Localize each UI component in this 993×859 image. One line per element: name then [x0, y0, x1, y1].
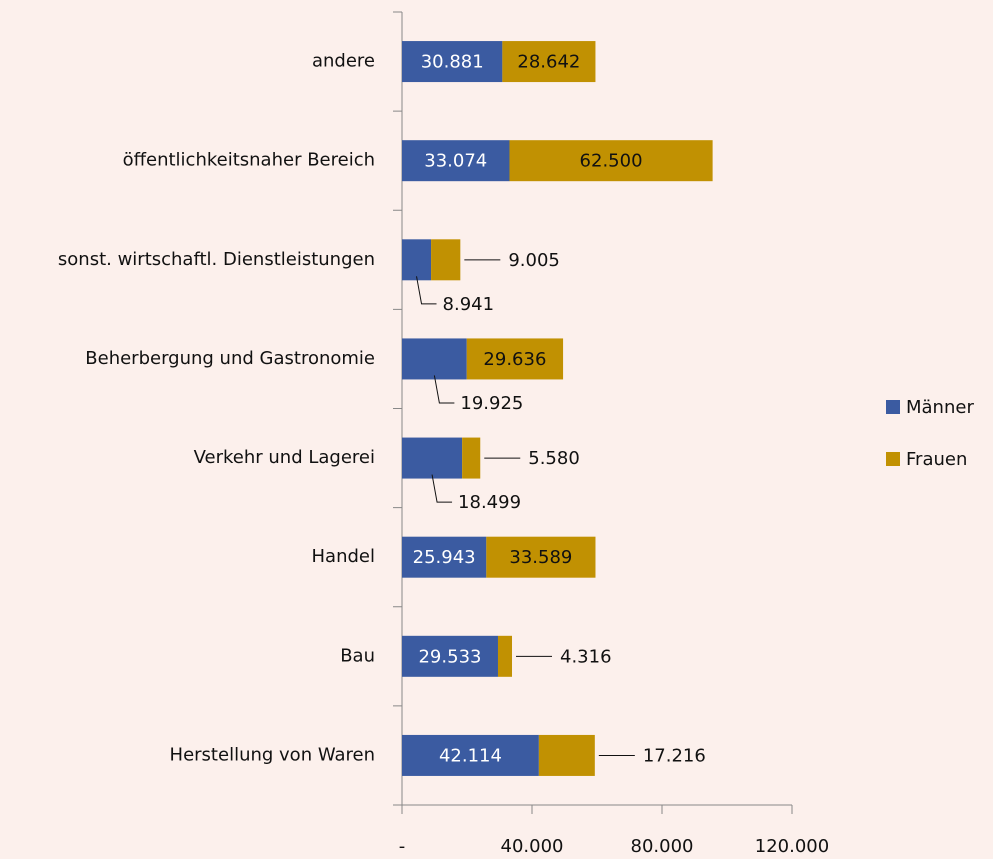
bar-segment [502, 41, 596, 83]
value-label: 17.216 [643, 745, 706, 766]
value-label: 18.499 [458, 492, 521, 513]
bar-segment [402, 41, 503, 83]
bar-segment [462, 437, 481, 479]
legend-label: Frauen [906, 449, 967, 470]
bar-segment [402, 338, 467, 380]
value-label: 8.941 [443, 294, 495, 315]
value-label: 30.881 [421, 52, 484, 73]
value-label: 33.589 [509, 547, 572, 568]
bar-segment [402, 536, 487, 578]
x-tick-label: 120.000 [755, 836, 829, 857]
leader-line [431, 474, 453, 503]
category-label: Beherbergung und Gastronomie [85, 348, 375, 369]
bar-segment [431, 239, 461, 281]
x-tick-label: 40.000 [501, 836, 564, 857]
bar-segment [497, 635, 513, 677]
bar-segment [509, 140, 713, 182]
bar-segment [486, 536, 596, 578]
legend-swatch [886, 400, 900, 414]
leader-line [416, 276, 437, 305]
category-label: öffentlichkeitsnaher Bereich [123, 150, 375, 171]
category-label: sonst. wirtschaftl. Dienstleistungen [58, 249, 375, 270]
legend-swatch [886, 452, 900, 466]
value-label: 4.316 [560, 646, 612, 667]
category-label: Handel [312, 546, 375, 567]
category-label: Bau [340, 645, 375, 666]
bar-segment [402, 140, 510, 182]
value-label: 28.642 [517, 52, 580, 73]
bar-segment [402, 239, 432, 281]
bar-segment [402, 437, 463, 479]
x-tick-label: - [399, 836, 406, 857]
bar-segment [402, 734, 539, 776]
bar-segment [538, 734, 595, 776]
leader-line [433, 375, 455, 404]
category-label: Verkehr und Lagerei [194, 447, 375, 468]
value-label: 42.114 [439, 745, 502, 766]
value-label: 29.533 [418, 646, 481, 667]
category-label: andere [312, 51, 375, 72]
bar-segment [402, 635, 498, 677]
value-label: 62.500 [580, 151, 643, 172]
value-label: 9.005 [508, 250, 560, 271]
value-label: 33.074 [424, 151, 487, 172]
value-label: 29.636 [483, 349, 546, 370]
value-label: 5.580 [528, 448, 580, 469]
bar-segment [466, 338, 564, 380]
category-label: Herstellung von Waren [170, 744, 375, 765]
x-tick-label: 80.000 [631, 836, 694, 857]
legend-label: Männer [906, 397, 974, 418]
value-label: 19.925 [460, 393, 523, 414]
value-label: 25.943 [413, 547, 476, 568]
